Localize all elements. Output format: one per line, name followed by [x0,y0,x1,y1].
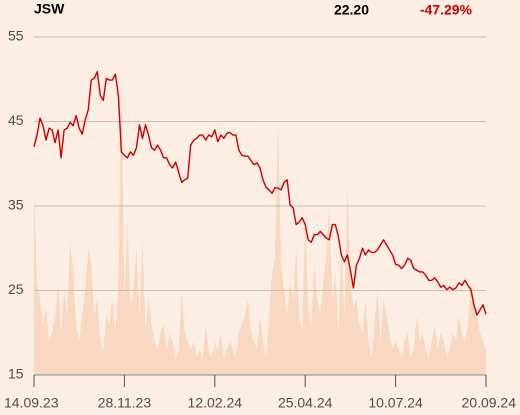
y-tick-label: 45 [8,112,24,128]
y-tick-label: 15 [8,366,24,382]
x-tick-label: 14.09.23 [4,395,59,411]
change: -47.29% [420,2,473,18]
price: 22.20 [334,2,369,18]
volume-area [34,66,486,375]
ticker: JSW [34,1,65,17]
x-tick-label: 10.07.24 [368,395,423,411]
x-tick-label: 28.11.23 [98,395,152,411]
x-tick-label: 25.04.24 [278,395,333,411]
y-tick-label: 35 [8,197,24,213]
y-tick-label: 25 [8,281,24,297]
price-line [33,70,487,316]
x-tick-label: 20.09.24 [462,395,517,411]
x-tick-label: 12.02.24 [188,395,243,411]
y-tick-label: 55 [8,28,24,44]
